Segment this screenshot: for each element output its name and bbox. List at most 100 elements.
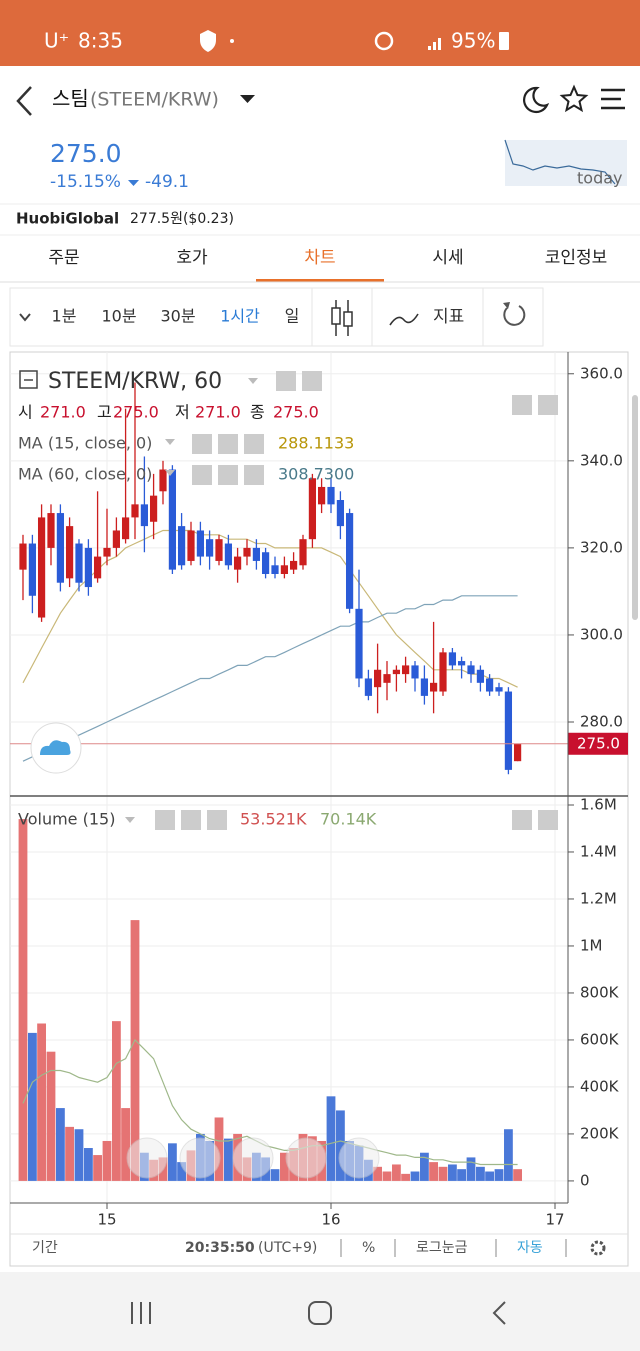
- candle-body: [308, 478, 317, 540]
- legend-dropdown[interactable]: [248, 378, 258, 384]
- ohlc-value: 275.0: [113, 403, 159, 422]
- candle-body: [448, 652, 457, 666]
- volume-bar: [93, 1155, 102, 1181]
- zoom-in-button[interactable]: [285, 1137, 327, 1179]
- candle-body: [327, 486, 335, 505]
- collapse-legend[interactable]: [19, 370, 38, 389]
- volume-bar: [270, 1169, 280, 1181]
- change-amount: -49.1: [145, 172, 189, 192]
- legend-dropdown[interactable]: [125, 817, 135, 823]
- volume-bar: [46, 1051, 56, 1181]
- refresh-button[interactable]: [503, 305, 526, 326]
- volume-bar: [18, 819, 28, 1181]
- candle-body: [457, 661, 466, 666]
- candle-body: [252, 547, 261, 561]
- home-button[interactable]: [308, 1301, 332, 1325]
- moving-average-line: [22, 529, 518, 688]
- collapse-icon[interactable]: [19, 313, 31, 322]
- alarm-icon: [374, 31, 394, 51]
- visibility-button[interactable]: [192, 434, 212, 454]
- tab[interactable]: 시세: [432, 248, 463, 268]
- chart-title: STEEM/KRW, 60: [48, 369, 222, 394]
- auto-scale-toggle[interactable]: 자동: [517, 1240, 543, 1256]
- candle-body: [429, 682, 438, 692]
- back-button[interactable]: [16, 86, 32, 116]
- percent-toggle[interactable]: %: [362, 1240, 375, 1256]
- ohlc-value: 275.0: [273, 403, 319, 422]
- scroll-right-button[interactable]: [338, 1137, 380, 1179]
- volume-bar: [494, 1169, 504, 1181]
- candle-body: [401, 665, 410, 675]
- tab[interactable]: 호가: [176, 248, 208, 268]
- volume-title: Volume (15): [18, 810, 115, 829]
- settings-gear[interactable]: [590, 1240, 606, 1256]
- volume-bar: [476, 1166, 485, 1181]
- candle-body: [131, 504, 139, 518]
- volume-bar: [420, 1152, 429, 1181]
- remove-button[interactable]: [207, 810, 227, 830]
- tab[interactable]: 코인정보: [545, 248, 608, 268]
- legend-dropdown[interactable]: [165, 439, 175, 445]
- settings-button[interactable]: [181, 810, 201, 830]
- move-up-button[interactable]: [512, 395, 532, 415]
- volume-bar: [37, 1023, 46, 1181]
- toolbar: [9, 287, 544, 347]
- scroll-left-button[interactable]: [126, 1137, 168, 1179]
- interval-button[interactable]: 1시간: [220, 307, 260, 326]
- remove-button[interactable]: [244, 434, 264, 454]
- candle-type-button[interactable]: [331, 307, 341, 325]
- volume-bar: [56, 1108, 65, 1181]
- night-mode-icon[interactable]: [523, 86, 550, 114]
- visibility-button[interactable]: [155, 810, 175, 830]
- candle-body: [224, 543, 233, 566]
- interval-button[interactable]: 일: [285, 307, 300, 326]
- recent-apps-button[interactable]: [131, 1302, 151, 1324]
- candle-body: [336, 500, 345, 527]
- volume-bar: [102, 1140, 112, 1181]
- menu-icon[interactable]: [601, 88, 625, 110]
- dropdown-icon[interactable]: [240, 95, 255, 103]
- volume-bar: [84, 1148, 93, 1181]
- move-up-button[interactable]: [512, 810, 532, 830]
- remove-button[interactable]: [244, 465, 264, 485]
- back-nav-button[interactable]: [492, 1301, 506, 1325]
- log-scale-toggle[interactable]: 로그눈금: [416, 1240, 468, 1256]
- reset-button[interactable]: [232, 1137, 274, 1179]
- interval-button[interactable]: 10분: [101, 307, 136, 326]
- settings-button[interactable]: [302, 371, 322, 391]
- candle-body: [495, 687, 503, 692]
- legend-entry: MA (60, close, 0): [18, 465, 152, 484]
- legend-dropdown[interactable]: [165, 470, 175, 476]
- settings-button[interactable]: [218, 465, 238, 485]
- candle-body: [373, 669, 382, 688]
- tab[interactable]: 주문: [48, 248, 79, 268]
- volume-bar: [214, 1117, 224, 1181]
- candle-body: [159, 469, 167, 492]
- x-tick-label: 17: [545, 1211, 564, 1229]
- candle-body: [355, 608, 363, 679]
- x-tick-label: 15: [97, 1211, 116, 1229]
- timezone: (UTC+9): [258, 1240, 317, 1256]
- move-down-button[interactable]: [538, 395, 558, 415]
- candle-body: [345, 513, 354, 609]
- move-down-button[interactable]: [538, 810, 558, 830]
- candle-body: [75, 543, 83, 583]
- indicator-button[interactable]: 지표: [433, 307, 464, 327]
- volume-ma-value: 70.14K: [320, 810, 377, 829]
- y-tick-label: 0: [580, 1171, 590, 1189]
- interval-button[interactable]: 30분: [160, 307, 195, 326]
- interval-button[interactable]: 1분: [52, 307, 77, 326]
- tab[interactable]: 차트: [304, 248, 335, 268]
- settings-button[interactable]: [218, 434, 238, 454]
- visibility-button[interactable]: [276, 371, 296, 391]
- volume-bar: [466, 1157, 476, 1181]
- zoom-out-button[interactable]: [179, 1137, 221, 1179]
- exchange-name: HuobiGlobal: [16, 210, 119, 228]
- y-tick-label: 400K: [580, 1077, 620, 1095]
- y-tick-label: 300.0: [580, 625, 623, 643]
- visibility-button[interactable]: [192, 465, 212, 485]
- favorite-icon[interactable]: [559, 84, 589, 113]
- candle-body: [28, 543, 37, 596]
- candle-body: [317, 486, 326, 505]
- battery-level: 95%: [451, 29, 495, 53]
